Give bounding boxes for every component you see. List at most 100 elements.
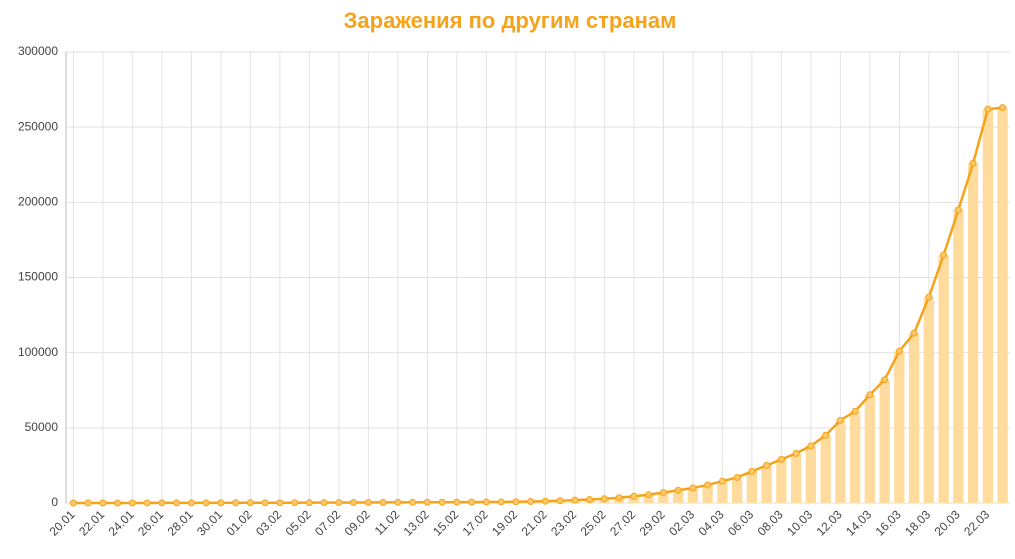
marker (836, 416, 844, 424)
marker (925, 293, 933, 301)
x-tick-label: 20.01 (47, 507, 78, 538)
marker (733, 473, 741, 481)
marker (158, 499, 166, 507)
y-tick-label: 150000 (18, 270, 58, 284)
marker (571, 496, 579, 504)
x-tick-label: 12.03 (814, 507, 845, 538)
x-tick-label: 24.01 (106, 507, 137, 538)
marker (704, 481, 712, 489)
x-tick-label: 23.02 (548, 507, 579, 538)
marker (217, 499, 225, 507)
marker (645, 491, 653, 499)
marker (999, 104, 1007, 112)
bar (746, 471, 758, 503)
marker (689, 484, 697, 492)
x-tick-label: 18.03 (902, 507, 933, 538)
x-tick-label: 09.02 (342, 507, 373, 538)
marker (630, 492, 638, 500)
marker (379, 498, 387, 506)
x-tick-label: 26.01 (135, 507, 166, 538)
bar (908, 333, 920, 503)
bar (820, 435, 831, 503)
x-tick-label: 27.02 (607, 507, 638, 538)
marker (187, 499, 195, 507)
marker (335, 499, 343, 507)
marker (468, 498, 476, 506)
marker (940, 251, 948, 259)
x-tick-label: 14.03 (843, 507, 874, 538)
x-tick-label: 11.02 (372, 507, 403, 538)
bar (790, 453, 802, 503)
x-tick-label: 04.03 (696, 507, 727, 538)
marker (320, 499, 328, 507)
marker (143, 499, 151, 507)
marker (99, 499, 107, 507)
marker (881, 376, 889, 384)
x-tick-label: 03.02 (253, 507, 284, 538)
bar (761, 465, 772, 503)
x-tick-label: 10.03 (784, 507, 815, 538)
y-tick-label: 300000 (18, 44, 58, 58)
marker (586, 496, 594, 504)
bar (938, 254, 949, 503)
marker (482, 498, 490, 506)
bar (879, 379, 890, 503)
bar (658, 492, 669, 503)
marker (822, 431, 830, 439)
marker (438, 498, 446, 506)
y-tick-label: 0 (51, 495, 58, 509)
bar (849, 411, 861, 503)
marker (748, 467, 756, 475)
x-tick-label: 19.02 (489, 507, 520, 538)
x-tick-label: 05.02 (283, 507, 314, 538)
marker (541, 497, 549, 505)
marker (792, 449, 800, 457)
y-tick-label: 200000 (18, 195, 58, 209)
marker (350, 499, 358, 507)
x-tick-label: 02.03 (666, 507, 697, 538)
marker (261, 499, 269, 507)
x-tick-label: 29.02 (637, 507, 668, 538)
bar (731, 477, 743, 503)
bar (717, 481, 728, 503)
x-tick-label: 20.03 (932, 507, 963, 538)
marker (276, 499, 284, 507)
bar (894, 351, 905, 503)
bar (864, 394, 876, 503)
marker (423, 498, 431, 506)
marker (969, 159, 977, 167)
marker (984, 105, 992, 113)
x-tick-label: 15.02 (430, 507, 461, 538)
bar (672, 490, 684, 503)
bar (776, 459, 787, 503)
marker (394, 498, 402, 506)
marker (807, 442, 815, 450)
x-tick-label: 08.03 (755, 507, 786, 538)
marker (128, 499, 136, 507)
marker (364, 498, 372, 506)
y-tick-label: 50000 (25, 420, 59, 434)
y-tick-label: 100000 (18, 345, 58, 359)
x-tick-label: 21.02 (519, 507, 550, 538)
marker (246, 499, 254, 507)
x-tick-label: 01.02 (224, 507, 255, 538)
marker (291, 499, 299, 507)
marker (232, 499, 240, 507)
marker (512, 498, 520, 506)
x-tick-label: 13.02 (401, 507, 432, 538)
bar (923, 297, 935, 503)
marker (305, 499, 313, 507)
marker (910, 329, 918, 337)
marker (409, 498, 417, 506)
marker (763, 461, 771, 469)
x-tick-label: 30.01 (194, 507, 225, 538)
marker (556, 497, 564, 505)
marker (777, 455, 785, 463)
marker (527, 497, 535, 505)
marker (954, 206, 962, 214)
bar (982, 109, 994, 504)
bar (687, 487, 699, 503)
bar (805, 445, 817, 503)
marker (851, 407, 859, 415)
